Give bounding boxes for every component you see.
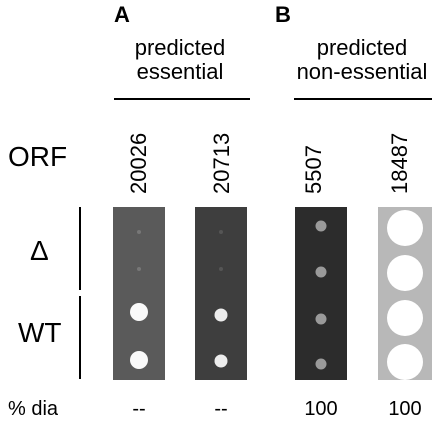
colony-spot-4 [387, 344, 423, 380]
group-rule-essential [114, 98, 250, 100]
wt-row-label: WT [18, 317, 62, 348]
colony-spot-3 [387, 300, 423, 336]
colony-spot-delta-2 [219, 267, 223, 271]
colony-spot-wt-2 [130, 351, 148, 369]
panel-letter-a: A [114, 2, 130, 27]
colony-spot-2 [387, 255, 423, 291]
orf-number-20026: 20026 [126, 132, 151, 194]
strip-background [295, 207, 347, 380]
group-label-line1: predicted [134, 35, 226, 60]
dia-value-18487: 100 [388, 398, 422, 420]
colony-spot-1 [387, 210, 423, 246]
colony-spot-delta-1 [219, 230, 223, 234]
group-label-essential: predicted essential [110, 36, 250, 84]
group-rule-non-essential [294, 98, 432, 100]
colony-spot-2 [315, 266, 327, 278]
delta-row-label: Δ [30, 235, 49, 266]
colony-spot-4 [315, 358, 327, 370]
colony-strip-5507 [295, 207, 347, 380]
delta-row-bar [79, 207, 81, 290]
wt-row-bar [79, 296, 81, 379]
colony-spot-3 [315, 313, 327, 325]
colony-strip-svg [113, 207, 165, 380]
colony-strip-svg [195, 207, 247, 380]
dia-value-20713: -- [214, 398, 228, 420]
colony-strip-svg [295, 207, 347, 380]
group-label-non-essential: predicted non-essential [282, 36, 440, 84]
colony-strip-18487 [378, 207, 432, 380]
colony-spot-delta-2 [137, 267, 141, 271]
colony-spot-delta-1 [137, 230, 141, 234]
group-label-line2: essential [136, 59, 224, 84]
colony-strip-20026 [113, 207, 165, 380]
dia-value-5507: 100 [304, 398, 338, 420]
orf-number-18487: 18487 [387, 132, 412, 194]
dia-row-label: % dia [8, 398, 59, 420]
strip-background [195, 207, 247, 380]
dia-value-20026: -- [132, 398, 146, 420]
colony-strip-20713 [195, 207, 247, 380]
group-label-line1: predicted [316, 35, 408, 60]
colony-spot-wt-1 [130, 303, 148, 321]
orf-number-5507: 5507 [301, 145, 326, 194]
colony-strip-svg [378, 207, 432, 380]
colony-spot-wt-1 [214, 308, 228, 322]
colony-spot-1 [315, 220, 327, 232]
panel-letter-b: B [275, 2, 291, 27]
colony-spot-wt-2 [214, 354, 228, 368]
orf-number-20713: 20713 [209, 132, 234, 194]
orf-row-label: ORF [8, 141, 68, 172]
group-label-line2: non-essential [296, 59, 428, 84]
